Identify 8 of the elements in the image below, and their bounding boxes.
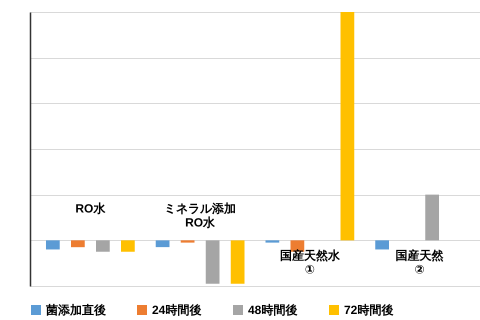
x-tick-label: RO水 <box>75 201 106 216</box>
legend-label: 72時間後 <box>344 303 394 317</box>
x-tick-label: 国産天然 ② <box>396 248 445 276</box>
legend-label: 48時間後 <box>248 303 298 317</box>
x-tick-label: 国産天然水 ① <box>280 248 341 276</box>
legend-label: 24時間後 <box>152 303 202 317</box>
x-tick-label: ミネラル添加 RO水 <box>164 201 236 230</box>
legend-label: 菌添加直後 <box>45 303 106 317</box>
